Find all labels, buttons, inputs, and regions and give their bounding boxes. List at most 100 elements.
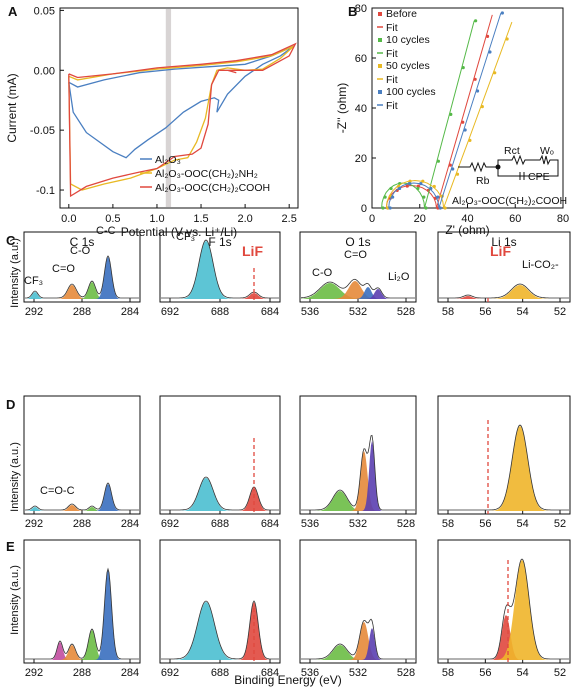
xps-tick-label: 284 — [121, 518, 139, 530]
xps-tick-label: 684 — [261, 667, 279, 679]
data-point — [475, 89, 480, 93]
row-letter: E — [6, 539, 15, 554]
xps-peak — [25, 630, 139, 660]
data-point — [429, 186, 433, 191]
y-tick-label: 0.00 — [34, 65, 55, 77]
envelope — [161, 476, 279, 511]
data-point — [419, 182, 423, 186]
data-point — [488, 50, 492, 54]
xps-tick-label: 532 — [349, 306, 367, 318]
data-point — [451, 167, 455, 171]
xps-tick-label: 688 — [211, 518, 229, 530]
xps-tick-label: 684 — [261, 306, 279, 318]
data-point — [408, 182, 412, 186]
data-point — [422, 195, 426, 199]
y-axis-label: Current (mA) — [5, 73, 19, 142]
x-tick-label: 0 — [369, 213, 375, 225]
fit-line-1 — [381, 20, 475, 209]
xps-frame — [437, 231, 571, 303]
x-tick-label: 1.5 — [193, 213, 208, 225]
label-c-eq-o: C=O — [52, 263, 75, 275]
legend-fit-label: Fit — [386, 74, 398, 86]
xps-tick-label: 528 — [397, 667, 415, 679]
xps-tick-label: 288 — [73, 667, 91, 679]
envelope — [25, 482, 139, 511]
xps-tick-label: 288 — [73, 306, 91, 318]
legend-marker — [378, 12, 382, 16]
data-point — [455, 172, 460, 176]
xps-tick-label: 528 — [397, 518, 415, 530]
y-tick-label: 60 — [355, 53, 367, 65]
label-o-c-eq-o: C=O — [344, 249, 367, 261]
x-tick-label: 0.5 — [105, 213, 120, 225]
x-tick-label: 80 — [557, 213, 569, 225]
y-tick-label: 0.05 — [34, 5, 55, 17]
panel-letter-a: A — [8, 4, 18, 19]
y-tick-label: 0 — [361, 203, 367, 215]
data-point — [436, 159, 440, 163]
xps-tick-label: 54 — [517, 667, 529, 679]
legend-label: 50 cycles — [386, 60, 430, 72]
data-point — [463, 128, 467, 132]
data-point — [500, 11, 504, 15]
xps-tick-label: 536 — [301, 667, 319, 679]
legend-marker — [378, 64, 382, 68]
xps-peak — [301, 283, 415, 299]
xps-peak — [25, 507, 139, 511]
col-title: Li 1s — [491, 235, 516, 249]
xps-tick-label: 52 — [554, 518, 566, 530]
data-point — [485, 34, 490, 39]
legend-label: Al₂O₃-OOC(CH₂)₂COOH — [155, 182, 270, 194]
xps-peak — [161, 488, 279, 511]
xps-tick-label: 56 — [479, 518, 491, 530]
envelope — [25, 567, 139, 660]
xps-peak — [301, 622, 415, 660]
xps-frame — [437, 539, 571, 664]
col-title: F 1s — [208, 235, 231, 249]
xps-tick-label: 292 — [25, 518, 43, 530]
data-point — [383, 195, 387, 199]
xps-peak — [25, 645, 139, 660]
panel-a-frame — [59, 7, 299, 209]
xps-tick-label: 52 — [554, 667, 566, 679]
data-point — [461, 66, 465, 70]
data-point — [448, 163, 452, 167]
data-point — [389, 186, 393, 191]
x-tick-label: 0.0 — [61, 213, 76, 225]
data-point — [408, 179, 412, 183]
xps-tick-label: 56 — [479, 306, 491, 318]
legend-fit-label: Fit — [386, 100, 398, 112]
xps-tick-label: 688 — [211, 306, 229, 318]
y-tick-label: 20 — [355, 153, 367, 165]
circuit-cpe: CPE — [528, 171, 550, 183]
data-point — [381, 206, 385, 210]
label-lico2: Li-CO₂- — [522, 259, 559, 271]
circuit-wire — [458, 154, 559, 177]
xps-peak — [301, 645, 415, 660]
data-point — [438, 206, 442, 210]
xps-tick-label: 528 — [397, 306, 415, 318]
label-c-eq-o-c: C=O-C — [40, 485, 75, 497]
data-point — [397, 186, 402, 191]
xps-xlabel: Binding Energy (eV) — [234, 673, 341, 687]
label-o-c-o: C-O — [312, 267, 333, 279]
envelope — [439, 283, 569, 299]
xps-peak — [439, 285, 569, 299]
legend-label: Al₂O₃-OOC(CH₂)₂NH₂ — [155, 168, 258, 180]
envelope — [161, 239, 279, 299]
legend-label: Al₂O₃ — [155, 154, 181, 166]
xps-tick-label: 58 — [442, 667, 454, 679]
label-li-lif: LiF — [490, 243, 511, 259]
legend-label: 100 cycles — [386, 86, 436, 98]
xps-tick-label: 292 — [25, 667, 43, 679]
x-tick-label: 20 — [414, 213, 426, 225]
xps-frame — [23, 539, 141, 664]
data-point — [473, 77, 477, 81]
legend-label: Before — [386, 8, 417, 20]
circuit-rb: Rb — [476, 175, 490, 187]
legend-fit-label: Fit — [386, 48, 398, 60]
y-tick-label: -0.1 — [36, 185, 55, 197]
legend-marker — [378, 90, 382, 94]
xps-tick-label: 692 — [161, 306, 179, 318]
